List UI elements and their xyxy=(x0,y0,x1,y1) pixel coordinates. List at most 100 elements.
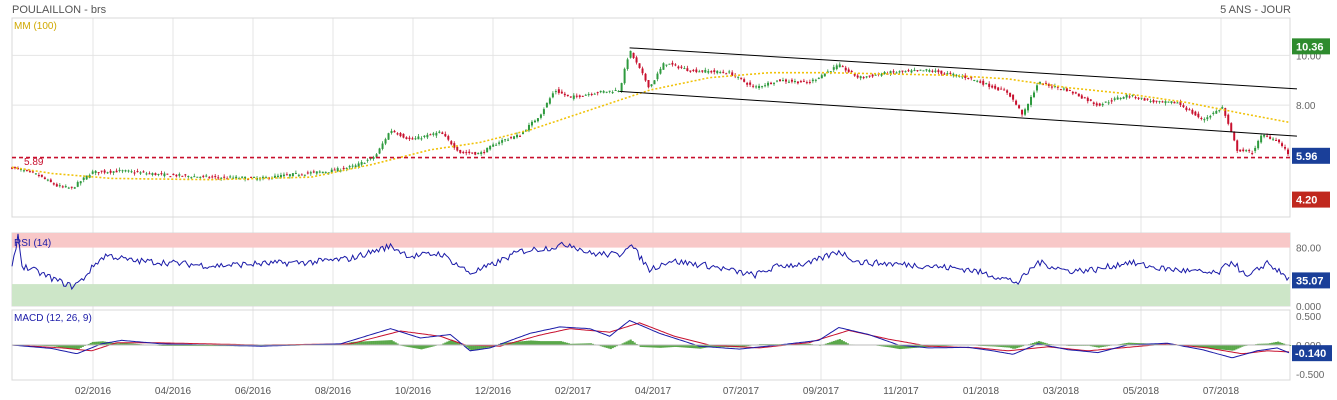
candle-body xyxy=(808,81,811,83)
macd-histogram-bar xyxy=(665,345,668,348)
candle-body xyxy=(312,171,315,173)
candle-body xyxy=(527,124,530,131)
candle-body xyxy=(665,64,668,66)
candle-body xyxy=(235,176,238,179)
macd-histogram-bar xyxy=(53,345,57,347)
candle-body xyxy=(315,171,318,174)
macd-histogram-bar xyxy=(878,345,881,347)
candle-body xyxy=(832,67,835,70)
macd-histogram-bar xyxy=(998,345,1001,347)
macd-histogram-bar xyxy=(372,340,375,345)
candle-body xyxy=(578,95,581,97)
candle-body xyxy=(542,109,545,115)
candle-body xyxy=(232,177,235,179)
macd-histogram-bar xyxy=(888,345,891,348)
macd-histogram-bar xyxy=(394,342,397,345)
candle-body xyxy=(626,59,629,69)
candle-body xyxy=(1098,103,1101,106)
macd-histogram-bar xyxy=(659,345,662,348)
macd-histogram-bar xyxy=(1277,341,1280,345)
macd-tick-label: 0.500 xyxy=(1296,312,1321,323)
candle-body xyxy=(817,77,820,79)
candle-body xyxy=(37,175,40,177)
macd-histogram-bar xyxy=(91,341,94,345)
candle-body xyxy=(701,70,704,72)
candle-body xyxy=(623,68,626,84)
candle-body xyxy=(139,172,142,174)
macd-histogram-bar xyxy=(109,342,112,345)
macd-histogram-bar xyxy=(695,345,698,349)
candle-body xyxy=(1200,117,1203,119)
candle-body xyxy=(345,167,348,169)
candle-body xyxy=(1182,105,1185,108)
macd-panel[interactable]: MACD (12, 26, 9) 0.5000.000-0.500 -0.140 xyxy=(11,312,1332,381)
candle-body xyxy=(566,94,569,97)
candle-body xyxy=(339,170,342,172)
macd-histogram-bar xyxy=(990,345,993,347)
candle-body xyxy=(303,174,306,176)
rsi-panel[interactable]: RSI (14) 80.00 0.000 35.07 xyxy=(11,233,1330,313)
macd-histogram-bar xyxy=(900,345,903,349)
macd-histogram-bar xyxy=(1000,345,1003,348)
candle-body xyxy=(943,73,946,75)
macd-histogram-bar xyxy=(1125,342,1128,345)
macd-histogram-bar xyxy=(426,345,429,348)
candle-body xyxy=(193,176,196,178)
candle-body xyxy=(1215,110,1218,114)
candle-body xyxy=(790,79,793,82)
candle-body xyxy=(381,143,384,149)
price-panel[interactable]: POULAILLON - brs 5 ANS - JOUR MM (100) 5… xyxy=(11,4,1330,208)
time-axis-label: 04/2016 xyxy=(155,386,192,397)
candle-body xyxy=(372,157,375,159)
candle-body xyxy=(238,178,241,180)
macd-histogram-bar xyxy=(1004,345,1007,348)
candle-body xyxy=(641,68,644,74)
candle-body xyxy=(288,174,291,177)
candle-body xyxy=(262,176,265,179)
candle-body xyxy=(587,94,590,96)
candle-body xyxy=(1239,149,1242,152)
macd-histogram-bar xyxy=(1289,345,1292,346)
macd-histogram-bar xyxy=(840,340,843,345)
macd-histogram-bar xyxy=(1269,343,1272,345)
macd-histogram-bar xyxy=(1217,345,1220,350)
candle-body xyxy=(536,118,539,122)
time-axis-label: 07/2017 xyxy=(723,386,760,397)
candle-body xyxy=(279,175,282,178)
macd-histogram-bar xyxy=(77,345,80,349)
candle-body xyxy=(306,172,309,174)
candle-body xyxy=(1035,85,1038,91)
candle-body xyxy=(154,173,157,176)
candle-body xyxy=(226,178,229,180)
candle-body xyxy=(223,176,226,178)
candle-body xyxy=(145,173,148,175)
macd-histogram-bar xyxy=(63,345,66,348)
time-axis-label: 10/2016 xyxy=(395,386,432,397)
candle-body xyxy=(581,95,584,97)
macd-histogram-bar xyxy=(830,341,833,345)
macd-histogram-bar xyxy=(808,343,812,345)
candle-body xyxy=(979,81,982,83)
candle-body xyxy=(692,69,695,71)
macd-histogram-bar xyxy=(55,345,59,347)
candle-body xyxy=(444,133,447,137)
macd-histogram-bar xyxy=(486,345,489,348)
candle-body xyxy=(342,167,345,170)
candle-body xyxy=(468,151,471,153)
macd-histogram-bar xyxy=(806,343,810,345)
macd-histogram-bar xyxy=(1018,345,1021,348)
macd-histogram-bar xyxy=(404,345,407,347)
period-label[interactable]: 5 ANS - JOUR xyxy=(1220,4,1291,16)
candle-body xyxy=(88,175,91,178)
macd-histogram-bar xyxy=(689,345,692,348)
macd-histogram-bar xyxy=(93,341,96,345)
candle-body xyxy=(1212,112,1215,114)
macd-histogram-bar xyxy=(512,342,515,345)
candle-body xyxy=(273,175,276,178)
macd-histogram-bar xyxy=(739,345,742,348)
candle-body xyxy=(58,185,61,187)
macd-histogram-bar xyxy=(747,345,750,347)
macd-histogram-bar xyxy=(603,345,606,348)
macd-histogram-bar xyxy=(591,343,594,345)
